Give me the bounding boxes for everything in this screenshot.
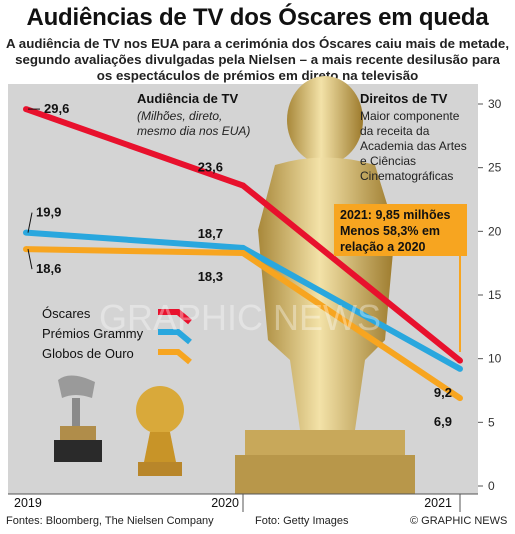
data-point	[457, 365, 463, 372]
data-point	[457, 395, 463, 402]
rights-note-line-4: e Ciências	[360, 154, 416, 168]
footer-sources: Fontes: Bloomberg, The Nielsen Company	[6, 515, 214, 527]
data-label: 18,7	[198, 226, 223, 241]
data-point	[23, 229, 29, 236]
label-leader	[27, 249, 33, 270]
legend-label-oscars: Óscares	[42, 306, 91, 321]
footer-copyright: © GRAPHIC NEWS	[410, 515, 508, 527]
audience-heading: Audiência de TV	[137, 91, 238, 106]
legend-swatch-oscars	[158, 309, 192, 325]
data-point	[240, 249, 246, 256]
callout-line-2: Menos 58,3% em	[340, 224, 440, 238]
data-point	[240, 244, 246, 251]
rights-note-line-2: da receita da	[360, 124, 430, 138]
y-tick-label: 0	[488, 479, 495, 493]
audience-note-line-2: mesmo dia nos EUA)	[137, 124, 250, 138]
watermark: GRAPHIC NEWS	[99, 297, 381, 338]
rights-note-line-5: Cinematográficas	[360, 169, 453, 183]
legend-swatch-globes	[158, 349, 192, 365]
data-point	[23, 106, 29, 113]
grammy-trophy-icon	[54, 375, 102, 462]
legend-label-globes: Globos de Ouro	[42, 346, 134, 361]
data-point	[457, 357, 463, 364]
data-label: 18,6	[36, 261, 61, 276]
plot-background	[8, 84, 478, 494]
audience-note-line-1: (Milhões, direto,	[137, 109, 222, 123]
y-tick-label: 20	[488, 224, 502, 238]
callout-2021: 2021: 9,85 milhões Menos 58,3% em relaçã…	[334, 204, 467, 352]
y-tick-label: 5	[488, 415, 495, 429]
x-tick-label: 2019	[14, 496, 42, 510]
y-tick-label: 25	[488, 161, 502, 175]
data-label: 29,6	[44, 101, 69, 116]
legend-swatch-grammy	[158, 329, 192, 345]
data-label: 9,2	[434, 385, 452, 400]
y-tick-label: 10	[488, 352, 502, 366]
rights-heading: Direitos de TV	[360, 91, 448, 106]
callout-box	[334, 204, 467, 256]
callout-line-3: relação a 2020	[340, 240, 426, 254]
data-point	[23, 246, 29, 253]
rights-note-line-1: Maior componente	[360, 109, 460, 123]
data-label: 19,9	[36, 205, 61, 220]
rights-note-line-3: Academia das Artes	[360, 139, 467, 153]
label-leader	[27, 212, 33, 233]
page-title: Audiências de TV dos Óscares em queda	[26, 4, 489, 31]
footer-photo-credit: Foto: Getty Images	[255, 515, 349, 527]
legend: Óscares Prémios Grammy Globos de Ouro	[42, 306, 192, 365]
callout-line-1: 2021: 9,85 milhões	[340, 208, 451, 222]
data-point	[240, 182, 246, 189]
legend-label-grammy: Prémios Grammy	[42, 326, 144, 341]
data-label: 6,9	[434, 414, 452, 429]
golden-globe-trophy-icon	[136, 386, 184, 476]
x-tick-label: 2020	[211, 496, 239, 510]
page-subtitle: A audiência de TV nos EUA para a cerimón…	[6, 36, 510, 83]
x-tick-label: 2021	[424, 496, 452, 510]
data-label: 18,3	[198, 269, 223, 284]
y-tick-label: 30	[488, 97, 502, 111]
data-label: 23,6	[198, 159, 223, 174]
y-tick-label: 15	[488, 288, 502, 302]
